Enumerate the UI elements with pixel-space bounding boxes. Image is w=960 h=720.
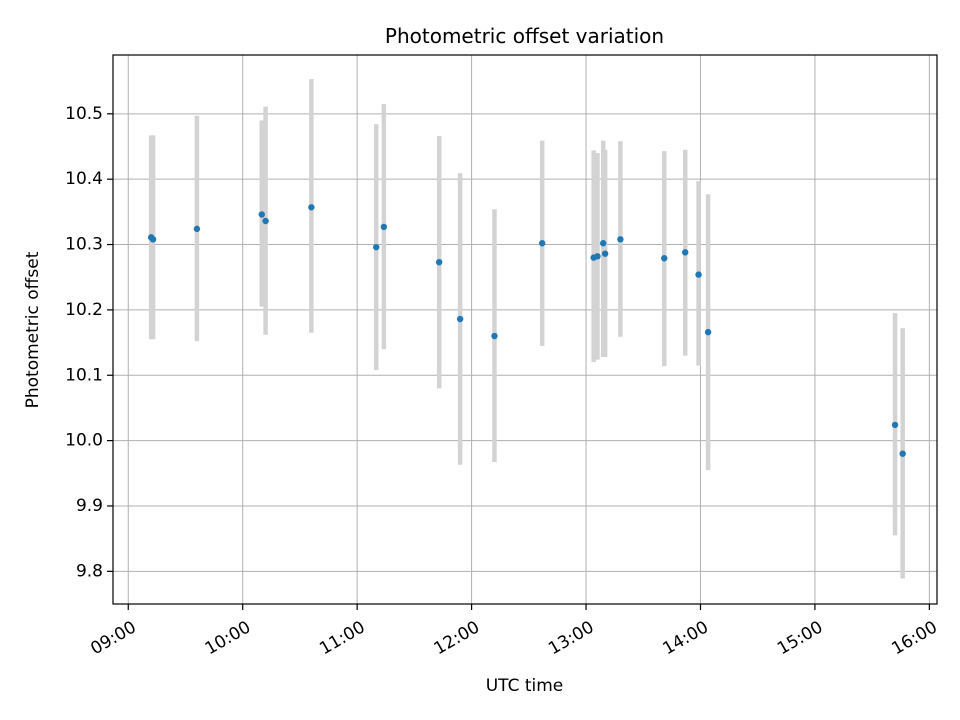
x-tick-label: 09:00 xyxy=(87,617,139,659)
y-tick-label: 10.5 xyxy=(65,104,103,124)
y-tick-label: 9.9 xyxy=(76,496,103,516)
data-point xyxy=(308,204,315,211)
data-point xyxy=(193,225,201,233)
data-point xyxy=(899,450,906,457)
x-tick-label: 13:00 xyxy=(545,617,597,659)
data-point xyxy=(491,332,498,340)
x-axis-label: UTC time xyxy=(486,676,564,696)
data-point xyxy=(617,236,624,243)
y-tick-label: 10.0 xyxy=(65,431,103,451)
data-point xyxy=(695,271,702,278)
data-point xyxy=(600,240,607,247)
y-tick-label: 10.2 xyxy=(65,300,103,320)
y-axis-ticks: 9.8 9.9 10.0 10.1 10.2 10.3 10.4 10.5 xyxy=(65,104,113,581)
y-tick-label: 9.8 xyxy=(76,561,103,581)
data-points xyxy=(147,204,906,457)
data-point xyxy=(594,253,601,260)
plot-frame xyxy=(112,54,938,605)
data-point xyxy=(456,315,464,323)
y-axis-label: Photometric offset xyxy=(23,251,43,408)
data-point xyxy=(704,328,712,336)
data-point xyxy=(682,249,689,256)
data-point xyxy=(380,223,388,231)
grid xyxy=(113,55,937,604)
data-point xyxy=(435,258,443,266)
data-point xyxy=(373,243,380,251)
data-point xyxy=(661,255,668,262)
data-point xyxy=(258,211,265,218)
x-axis-ticks: 09:00 10:00 11:00 12:00 13:00 14:00 15:00 16:00 xyxy=(87,604,941,659)
data-point xyxy=(538,240,546,247)
x-tick-label: 11:00 xyxy=(316,617,368,659)
y-tick-label: 10.4 xyxy=(65,169,103,189)
x-tick-label: 10:00 xyxy=(202,617,254,659)
chart-title: Photometric offset variation xyxy=(385,24,664,48)
y-tick-label: 10.1 xyxy=(65,365,103,385)
errorbars xyxy=(148,79,905,579)
x-tick-label: 16:00 xyxy=(888,617,940,659)
y-tick-label: 10.3 xyxy=(65,235,103,255)
data-point xyxy=(891,421,899,429)
data-point xyxy=(149,236,157,243)
x-tick-label: 15:00 xyxy=(774,617,826,659)
data-point xyxy=(262,217,269,225)
x-tick-label: 14:00 xyxy=(660,617,712,659)
x-tick-label: 12:00 xyxy=(431,617,483,659)
data-point xyxy=(601,250,609,257)
